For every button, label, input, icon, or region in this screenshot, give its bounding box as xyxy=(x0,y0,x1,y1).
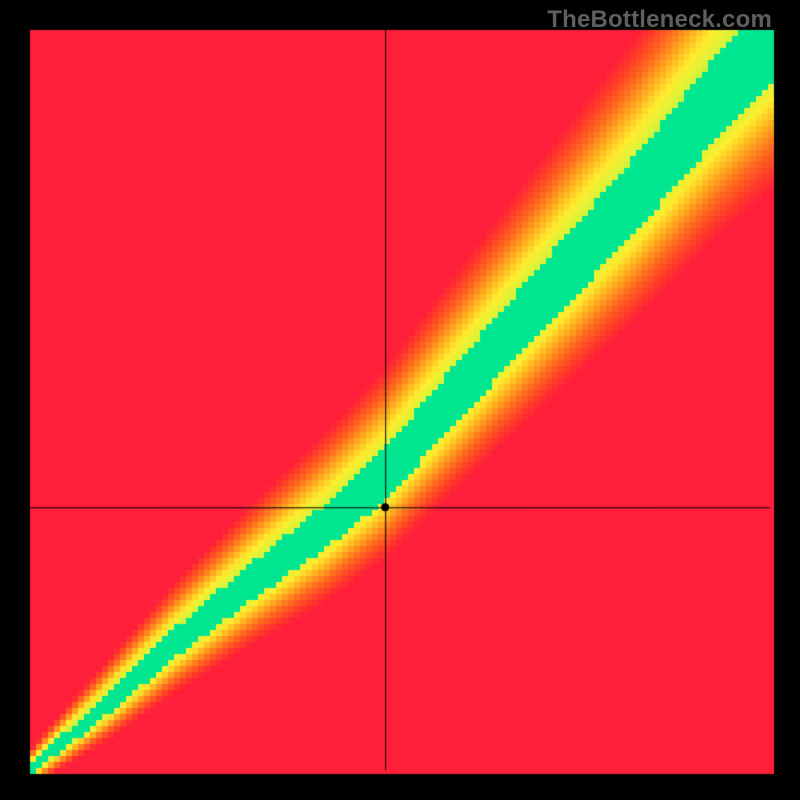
watermark-text: TheBottleneck.com xyxy=(547,6,772,34)
heatmap-canvas xyxy=(0,0,800,800)
chart-container: TheBottleneck.com xyxy=(0,0,800,800)
